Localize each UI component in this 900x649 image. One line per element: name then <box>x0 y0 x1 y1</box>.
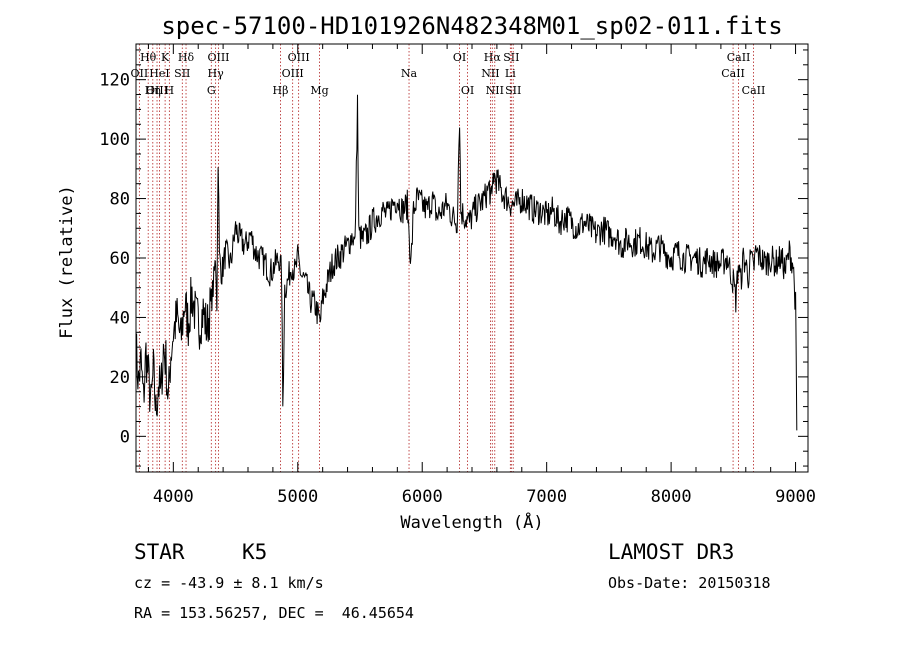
line-label-10: Hγ <box>208 67 225 80</box>
line-label-18: OI <box>461 84 474 97</box>
line-label-4: HeI <box>149 67 169 80</box>
line-label-19: Hα <box>484 51 502 64</box>
line-label-22: SII <box>503 51 519 64</box>
x-axis-label: Wavelength (Å) <box>400 511 543 533</box>
line-label-21: NII <box>486 84 504 97</box>
x-tick-label-5: 9000 <box>775 487 816 507</box>
line-label-1: OII <box>131 67 149 80</box>
x-tick-label-2: 6000 <box>402 487 443 507</box>
line-label-20: NII <box>481 67 499 80</box>
line-label-26: CaII <box>721 67 745 80</box>
line-label-15: Mg <box>310 84 328 97</box>
y-tick-label-2: 40 <box>110 308 130 328</box>
spectral-subclass: K5 <box>242 540 268 564</box>
object-class: STAR <box>134 540 185 564</box>
line-label-23: Li <box>505 67 516 80</box>
y-tick-label-6: 120 <box>99 71 130 91</box>
y-tick-label-0: 0 <box>120 427 130 447</box>
line-label-6: H <box>165 84 175 97</box>
line-label-27: CaII <box>742 84 766 97</box>
line-label-5: Hη <box>145 84 161 97</box>
line-label-25: CaII <box>727 51 751 64</box>
x-tick-label-0: 4000 <box>153 487 194 507</box>
coordinates: RA = 153.56257, DEC = 46.45654 <box>134 604 414 622</box>
line-label-0: Hθ <box>140 51 157 64</box>
x-tick-label-3: 7000 <box>526 487 567 507</box>
line-label-7: SII <box>174 67 190 80</box>
spectrum-chart: spec-57100-HD101926N482348M01_sp02-011.f… <box>57 12 816 533</box>
obs-date: Obs-Date: 20150318 <box>608 574 771 592</box>
line-label-9: OIII <box>207 51 229 64</box>
y-tick-label-3: 60 <box>110 249 130 269</box>
survey-name: LAMOST DR3 <box>608 540 735 564</box>
line-label-13: OIII <box>288 51 310 64</box>
line-label-17: OI <box>453 51 466 64</box>
y-axis-label: Flux (relative) <box>57 185 77 339</box>
y-tick-label-5: 100 <box>99 130 130 150</box>
line-label-24: SII <box>505 84 521 97</box>
spectrum-line <box>135 94 798 431</box>
y-tick-label-4: 80 <box>110 190 130 210</box>
line-label-12: Hβ <box>273 84 289 97</box>
y-tick-label-1: 20 <box>110 368 130 388</box>
line-label-14: OIII <box>282 67 304 80</box>
line-label-3: K <box>161 51 170 64</box>
axis-ticks: 4000 5000 6000 7000 8000 9000 0 20 40 60 80 100 120 <box>99 44 816 507</box>
redshift-text: cz = -43.9 ± 8.1 km/s <box>134 574 324 592</box>
x-tick-label-4: 8000 <box>651 487 692 507</box>
line-label-16: Na <box>401 67 418 80</box>
x-tick-label-1: 5000 <box>277 487 318 507</box>
spectrum-layer <box>135 94 798 431</box>
line-label-2: OIII <box>146 84 168 97</box>
chart-title: spec-57100-HD101926N482348M01_sp02-011.f… <box>161 12 782 40</box>
line-label-8: Hδ <box>178 51 195 64</box>
line-label-11: G <box>207 84 216 97</box>
